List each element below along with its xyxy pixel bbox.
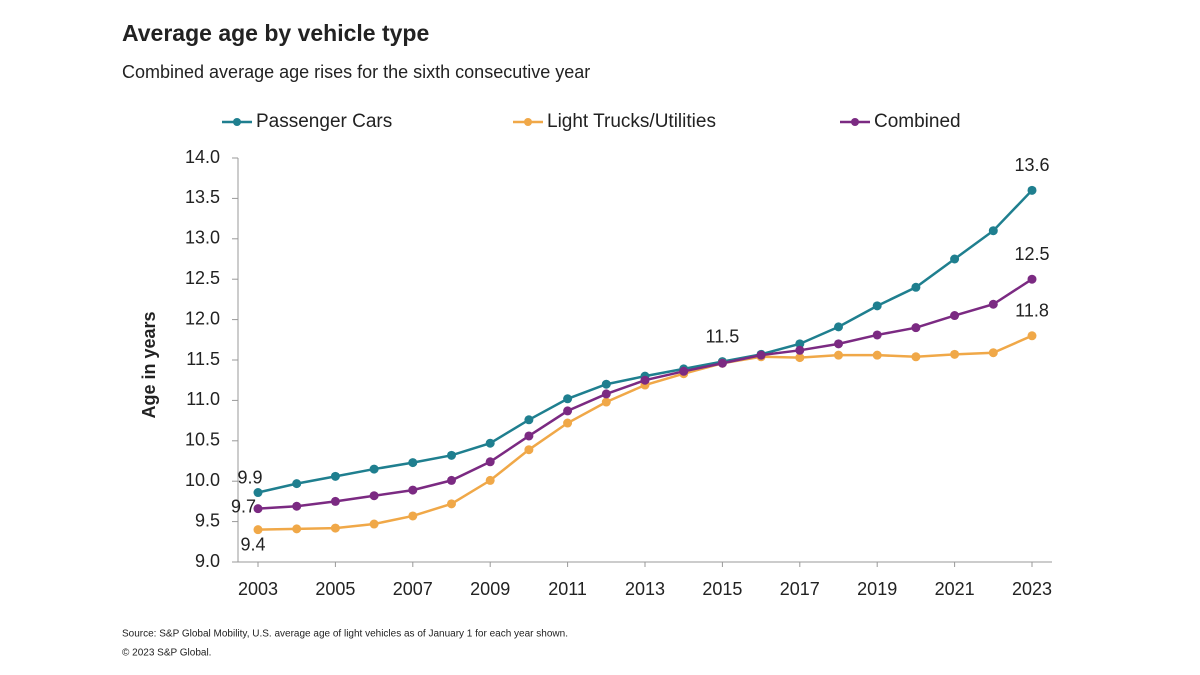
- legend-marker: [851, 118, 859, 126]
- data-point: [408, 511, 418, 521]
- data-point: [911, 282, 921, 292]
- data-point: [872, 330, 882, 340]
- data-point: [717, 358, 727, 368]
- data-point: [834, 322, 843, 332]
- data-label: 11.5: [706, 326, 740, 346]
- data-point: [872, 350, 882, 360]
- legend-label: Combined: [874, 111, 961, 132]
- y-tick-label: 9.5: [195, 510, 220, 530]
- data-point: [447, 499, 456, 509]
- series-line: [257, 334, 1033, 531]
- legend-label: Light Trucks/Utilities: [547, 111, 716, 132]
- x-tick-label: 2023: [1012, 579, 1052, 599]
- x-tick-label: 2015: [702, 579, 742, 599]
- data-point: [292, 479, 302, 489]
- data-point: [369, 464, 379, 474]
- x-tick-label: 2013: [625, 579, 665, 599]
- data-point: [563, 418, 573, 428]
- x-tick-label: 2009: [470, 579, 510, 599]
- data-point: [601, 379, 611, 389]
- data-point: [330, 496, 340, 506]
- y-tick-label: 10.5: [185, 430, 220, 450]
- data-point: [292, 524, 302, 534]
- copyright-note: © 2023 S&P Global.: [122, 648, 211, 659]
- data-point: [679, 366, 689, 376]
- y-tick-label: 12.5: [185, 268, 220, 288]
- data-point: [834, 339, 843, 349]
- data-point: [524, 415, 534, 425]
- data-label: 11.8: [1015, 301, 1049, 321]
- y-tick-label: 13.0: [185, 228, 220, 248]
- data-point: [447, 475, 456, 485]
- data-label: 9.9: [237, 467, 262, 487]
- data-point: [408, 485, 418, 495]
- legend-marker: [524, 118, 532, 126]
- data-point: [795, 339, 805, 349]
- series-line: [257, 189, 1033, 494]
- data-point: [292, 501, 302, 511]
- x-tick-label: 2011: [548, 579, 587, 599]
- data-point: [950, 254, 960, 264]
- data-point: [369, 519, 379, 529]
- series-line: [257, 278, 1033, 510]
- data-point: [563, 394, 573, 404]
- data-point: [911, 323, 921, 333]
- x-tick-label: 2007: [393, 579, 433, 599]
- data-point: [253, 504, 263, 514]
- data-point: [950, 349, 960, 359]
- data-point: [795, 353, 805, 363]
- data-label: 12.5: [1014, 244, 1049, 264]
- x-tick-label: 2005: [315, 579, 355, 599]
- data-point: [950, 311, 960, 321]
- data-point: [1027, 185, 1037, 195]
- y-tick-label: 9.0: [195, 551, 220, 571]
- data-point: [485, 475, 495, 485]
- data-point: [601, 389, 611, 399]
- y-tick-label: 11.5: [186, 349, 220, 369]
- y-tick-label: 12.0: [185, 308, 220, 328]
- data-point: [872, 301, 882, 311]
- data-point: [330, 471, 340, 481]
- data-point: [524, 445, 534, 455]
- data-point: [834, 350, 843, 360]
- y-tick-label: 13.5: [185, 187, 220, 207]
- chart-title: Average age by vehicle type: [122, 20, 429, 46]
- data-point: [988, 348, 998, 358]
- data-point: [1027, 274, 1037, 284]
- data-point: [447, 450, 456, 460]
- data-point: [563, 406, 573, 416]
- data-point: [408, 458, 418, 468]
- legend-label: Passenger Cars: [256, 111, 392, 132]
- x-tick-label: 2017: [780, 579, 820, 599]
- data-point: [485, 438, 495, 448]
- chart-subtitle: Combined average age rises for the sixth…: [122, 62, 590, 82]
- x-tick-label: 2019: [857, 579, 897, 599]
- data-label: 13.6: [1014, 155, 1049, 175]
- source-note: Source: S&P Global Mobility, U.S. averag…: [122, 629, 568, 640]
- data-label: 9.4: [240, 534, 265, 554]
- data-point: [369, 491, 379, 501]
- data-point: [988, 226, 998, 236]
- y-axis-label: Age in years: [139, 311, 159, 418]
- data-point: [524, 431, 534, 441]
- data-label: 9.7: [231, 496, 256, 516]
- legend-marker: [233, 118, 241, 126]
- y-tick-label: 14.0: [185, 147, 220, 167]
- data-point: [485, 457, 495, 467]
- x-tick-label: 2021: [935, 579, 975, 599]
- data-point: [795, 345, 805, 355]
- data-point: [756, 350, 766, 360]
- data-point: [1027, 331, 1037, 341]
- data-point: [601, 397, 611, 407]
- data-point: [253, 488, 263, 498]
- y-tick-label: 10.0: [185, 470, 220, 490]
- data-point: [330, 523, 340, 533]
- y-tick-label: 11.0: [186, 389, 220, 409]
- x-tick-label: 2003: [238, 579, 278, 599]
- data-point: [640, 375, 650, 385]
- data-point: [988, 299, 998, 309]
- data-point: [911, 352, 921, 362]
- data-point: [253, 525, 263, 535]
